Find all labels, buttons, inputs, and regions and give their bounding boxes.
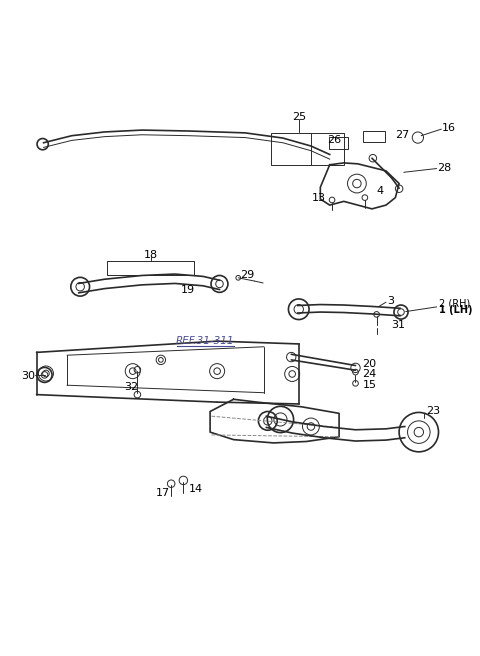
Text: 13: 13 bbox=[312, 193, 326, 203]
Text: 27: 27 bbox=[396, 130, 409, 140]
Text: 15: 15 bbox=[362, 380, 376, 390]
Text: 30: 30 bbox=[21, 371, 35, 381]
Text: 23: 23 bbox=[426, 407, 440, 417]
Text: 25: 25 bbox=[292, 112, 306, 122]
Bar bbox=[271, 133, 344, 165]
Text: 19: 19 bbox=[181, 285, 195, 295]
Text: 32: 32 bbox=[124, 382, 138, 392]
Bar bbox=[362, 131, 385, 142]
Text: 14: 14 bbox=[189, 484, 203, 494]
Text: 17: 17 bbox=[156, 488, 170, 498]
Text: 29: 29 bbox=[240, 270, 255, 279]
Text: REF.31-311: REF.31-311 bbox=[176, 336, 235, 346]
Bar bbox=[329, 136, 348, 149]
Text: 3: 3 bbox=[387, 296, 394, 306]
Text: 1 (LH): 1 (LH) bbox=[439, 305, 472, 315]
Text: 2 (RH): 2 (RH) bbox=[439, 298, 470, 308]
Text: 26: 26 bbox=[327, 135, 341, 146]
Bar bbox=[107, 261, 194, 276]
Text: 20: 20 bbox=[362, 359, 377, 369]
Text: 16: 16 bbox=[442, 123, 456, 133]
Text: 28: 28 bbox=[438, 163, 452, 173]
Text: 18: 18 bbox=[144, 250, 157, 260]
Text: 31: 31 bbox=[392, 319, 406, 330]
Text: 4: 4 bbox=[377, 186, 384, 195]
Text: 24: 24 bbox=[362, 369, 377, 379]
